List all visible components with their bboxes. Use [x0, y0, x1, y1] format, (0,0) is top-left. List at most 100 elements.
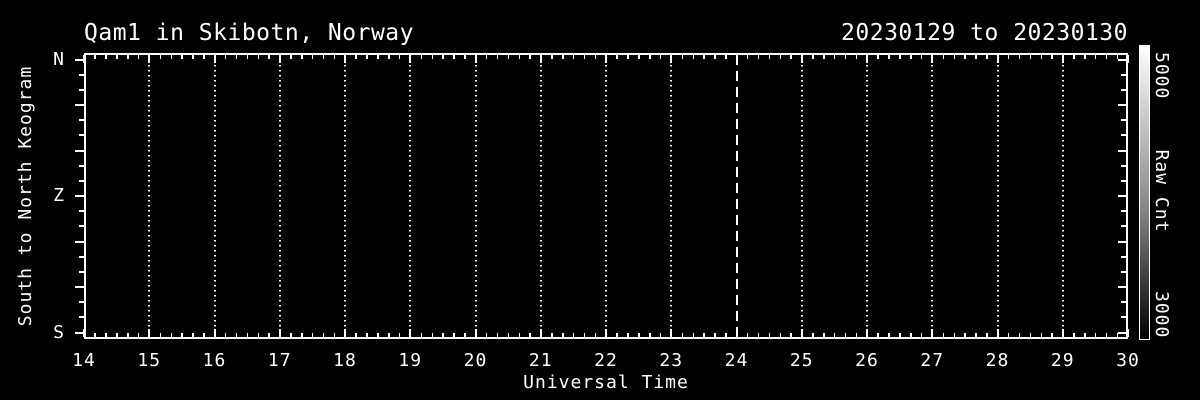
- x-minor-tick: [572, 333, 575, 337]
- x-minor-tick: [714, 333, 716, 337]
- x-minor-tick: [1084, 55, 1086, 59]
- x-minor-tick: [692, 333, 694, 337]
- x-minor-tick: [779, 333, 781, 337]
- x-minor-tick: [1018, 333, 1021, 337]
- x-minor-tick: [627, 55, 629, 59]
- x-minor-tick: [1040, 55, 1042, 59]
- x-minor-tick: [246, 55, 249, 59]
- x-minor-tick: [116, 333, 118, 337]
- x-major-tick: [866, 329, 868, 337]
- y-major-tick: [1118, 58, 1126, 61]
- x-minor-tick: [1073, 333, 1075, 337]
- x-minor-tick: [518, 333, 520, 337]
- y-major-tick: [1118, 104, 1126, 106]
- x-major-tick: [213, 55, 216, 63]
- x-minor-tick: [290, 55, 292, 59]
- x-major-tick: [670, 55, 673, 63]
- y-major-tick: [75, 58, 84, 61]
- x-minor-tick: [1029, 55, 1032, 59]
- x-minor-tick: [594, 55, 597, 59]
- y-major-tick: [75, 104, 84, 106]
- x-minor-tick: [442, 55, 444, 59]
- x-minor-tick: [1018, 55, 1021, 59]
- x-minor-tick: [1094, 333, 1097, 337]
- x-minor-tick: [790, 55, 792, 59]
- x-minor-tick: [1029, 333, 1032, 337]
- x-major-tick: [931, 329, 934, 337]
- y-tick-label: S: [53, 321, 64, 343]
- x-minor-tick: [1007, 55, 1010, 59]
- y-minor-tick: [1121, 255, 1126, 258]
- y-minor-tick: [79, 301, 84, 304]
- x-major-tick: [213, 329, 216, 337]
- x-major-tick: [800, 55, 803, 63]
- x-minor-tick: [224, 55, 227, 59]
- x-minor-tick: [507, 333, 510, 337]
- colorbar-min-label: 3000: [1151, 290, 1172, 338]
- x-minor-tick: [388, 333, 390, 337]
- y-minor-tick: [79, 255, 84, 258]
- x-minor-tick: [649, 55, 651, 59]
- y-major-tick: [75, 149, 84, 152]
- x-tick-label: 25: [789, 350, 814, 371]
- x-tick-label: 30: [1116, 350, 1140, 371]
- colorbar-max-label: 5000: [1151, 52, 1172, 100]
- chart-title: Qam1 in Skibotn, Norway: [84, 20, 414, 46]
- x-major-tick: [539, 55, 542, 63]
- x-minor-tick: [94, 55, 96, 59]
- x-major-tick: [996, 55, 999, 63]
- x-minor-tick: [964, 333, 966, 337]
- plot-area: [84, 53, 1128, 339]
- x-minor-tick: [137, 333, 140, 337]
- x-minor-tick: [1105, 55, 1108, 59]
- x-major-tick: [148, 329, 151, 337]
- y-minor-tick: [79, 210, 84, 213]
- x-minor-tick: [333, 55, 336, 59]
- x-tick-label: 16: [202, 350, 227, 371]
- x-minor-tick: [572, 55, 575, 59]
- x-minor-tick: [529, 333, 531, 337]
- x-minor-tick: [398, 333, 401, 337]
- date-range-label: 20230129 to 20230130: [841, 20, 1128, 46]
- x-minor-tick: [692, 55, 694, 59]
- y-minor-tick: [79, 270, 84, 273]
- y-minor-tick: [1121, 88, 1126, 91]
- x-minor-tick: [464, 55, 466, 59]
- x-minor-tick: [638, 333, 640, 337]
- x-minor-tick: [725, 55, 727, 59]
- x-minor-tick: [192, 55, 194, 59]
- x-minor-tick: [975, 333, 977, 337]
- y-major-tick: [1118, 149, 1126, 152]
- x-minor-tick: [714, 55, 716, 59]
- x-minor-tick: [844, 333, 847, 337]
- x-minor-tick: [681, 333, 684, 337]
- y-minor-tick: [79, 164, 84, 167]
- x-grid-line: [866, 55, 868, 337]
- y-minor-tick: [79, 88, 84, 91]
- x-minor-tick: [953, 333, 955, 337]
- x-minor-tick: [377, 55, 379, 59]
- x-minor-tick: [757, 55, 760, 59]
- x-minor-tick: [311, 55, 314, 59]
- colorbar-gradient: [1139, 45, 1150, 340]
- x-grid-line: [409, 55, 412, 337]
- x-major-tick: [474, 55, 477, 63]
- x-minor-tick: [377, 333, 379, 337]
- x-major-tick: [83, 55, 85, 63]
- y-minor-tick: [1121, 301, 1126, 304]
- y-minor-tick: [79, 179, 84, 182]
- x-grid-line: [213, 55, 216, 337]
- x-minor-tick: [268, 55, 270, 59]
- y-minor-tick: [1121, 134, 1126, 137]
- x-minor-tick: [627, 333, 629, 337]
- x-minor-tick: [920, 55, 923, 59]
- x-minor-tick: [257, 55, 259, 59]
- x-major-tick: [1061, 55, 1064, 63]
- x-minor-tick: [844, 55, 847, 59]
- x-minor-tick: [562, 55, 564, 59]
- x-minor-tick: [453, 333, 455, 337]
- y-minor-tick: [79, 225, 84, 228]
- x-minor-tick: [453, 55, 455, 59]
- x-minor-tick: [203, 333, 205, 337]
- y-minor-tick: [1121, 119, 1126, 122]
